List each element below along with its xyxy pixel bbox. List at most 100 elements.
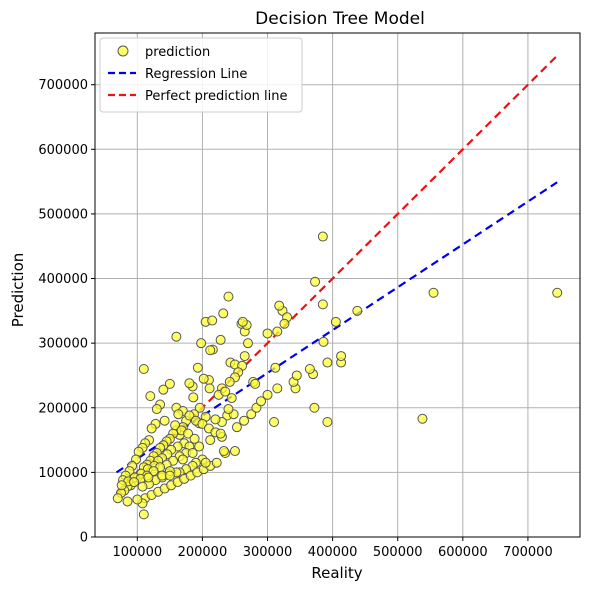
data-point (187, 448, 198, 458)
y-tick-label: 0 (80, 531, 88, 546)
data-point (317, 299, 328, 310)
reference-lines (115, 54, 558, 494)
data-point (132, 494, 143, 505)
plot-frame (94, 32, 581, 538)
data-point (237, 316, 248, 327)
data-point (239, 351, 250, 362)
data-point (304, 364, 315, 374)
data-point (215, 334, 226, 345)
legend-label-regression: Regression Line (145, 67, 247, 82)
data-point (183, 428, 194, 439)
data-point (194, 441, 205, 452)
data-point (192, 362, 203, 373)
data-point (318, 336, 329, 347)
legend-box (99, 37, 303, 113)
legend: prediction Regression Line Perfect predi… (99, 37, 303, 113)
data-point (143, 472, 154, 483)
data-point (164, 470, 175, 481)
data-point (194, 402, 205, 413)
data-point (262, 389, 273, 400)
data-point (291, 370, 302, 381)
y-tick-label: 200000 (38, 401, 88, 416)
data-point (322, 357, 333, 368)
y-tick-label: 700000 (38, 78, 88, 93)
data-point (184, 378, 195, 389)
data-point (310, 276, 321, 287)
data-point (270, 362, 281, 373)
data-point (239, 415, 250, 426)
data-point (256, 396, 267, 407)
data-point (262, 328, 273, 339)
x-tick-label: 500000 (373, 545, 423, 560)
data-point (336, 351, 347, 362)
data-point (317, 231, 328, 242)
x-tick-label: 100000 (112, 545, 162, 560)
data-point (170, 420, 181, 431)
x-tick-label: 400000 (308, 545, 358, 560)
axis-ticks: 100000 200000 300000 400000 500000 600000 7000… (38, 78, 552, 560)
y-tick-label: 400000 (38, 272, 88, 287)
data-point (330, 316, 341, 327)
data-point (196, 338, 207, 349)
data-point (164, 378, 175, 389)
data-point (322, 416, 333, 427)
data-point (158, 384, 169, 395)
y-tick-label: 600000 (38, 143, 88, 158)
y-tick-label: 100000 (38, 466, 88, 481)
data-point (272, 326, 283, 337)
data-point (184, 410, 195, 421)
data-point (138, 509, 149, 520)
data-point (218, 308, 229, 319)
data-point (116, 480, 127, 491)
data-point (223, 404, 234, 415)
chart-title: Decision Tree Model (255, 9, 425, 29)
data-point (352, 305, 363, 316)
data-point (215, 428, 226, 439)
y-tick-label: 500000 (38, 207, 88, 222)
data-point (231, 422, 242, 433)
data-point (159, 415, 170, 426)
data-point (211, 457, 222, 468)
legend-marker-prediction (117, 45, 129, 57)
x-tick-label: 300000 (243, 545, 293, 560)
data-point (223, 291, 234, 302)
data-point (428, 287, 439, 298)
data-point (279, 318, 290, 329)
data-point (145, 391, 156, 402)
data-point (207, 315, 218, 326)
data-point (205, 345, 216, 356)
data-point (226, 393, 237, 404)
data-point (204, 383, 215, 394)
data-point (224, 376, 235, 387)
data-point (171, 331, 182, 342)
data-point (269, 416, 280, 427)
data-point (309, 402, 320, 413)
data-point (272, 383, 283, 394)
data-point (151, 404, 162, 415)
data-point (246, 409, 257, 420)
data-point (220, 386, 231, 397)
data-point (189, 433, 200, 444)
regression-line (115, 181, 558, 474)
data-point (188, 392, 199, 403)
data-points (112, 231, 563, 520)
legend-label-perfect: Perfect prediction line (145, 89, 288, 104)
y-tick-label: 300000 (38, 337, 88, 352)
y-axis-label: Prediction (9, 253, 27, 328)
grid-lines (95, 33, 580, 538)
data-point (129, 477, 140, 488)
data-point (122, 496, 133, 507)
data-point (229, 446, 240, 457)
data-point (146, 423, 157, 434)
x-tick-label: 600000 (438, 545, 488, 560)
data-point (177, 454, 188, 465)
data-point (552, 287, 563, 298)
data-point (250, 378, 261, 389)
x-axis-label: Reality (311, 564, 362, 582)
x-tick-label: 200000 (178, 545, 228, 560)
data-point (210, 414, 221, 425)
data-point (137, 481, 148, 492)
x-tick-label: 700000 (503, 545, 553, 560)
data-point (112, 493, 123, 504)
